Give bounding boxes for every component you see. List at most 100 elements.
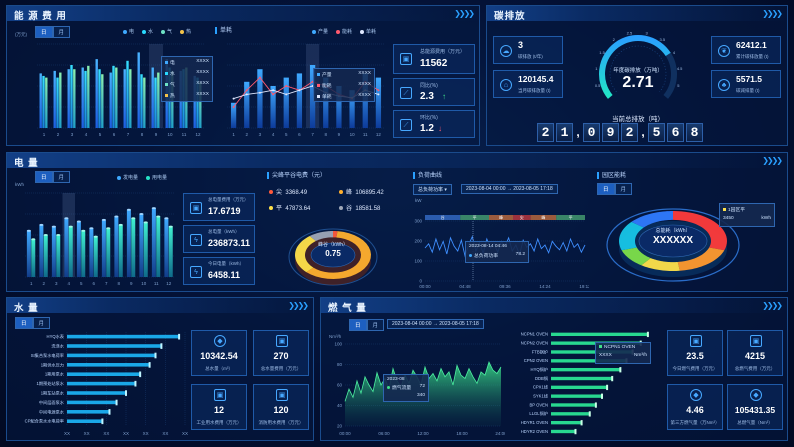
category-label: 1期供水压力 — [41, 361, 64, 368]
load-select[interactable]: 总负荷功率 ▾ — [413, 184, 452, 195]
x-tick-label: 5 — [80, 281, 83, 286]
power-bar-chart: 1 2 3 4 5 6 7 8 9 10 11 12 — [25, 192, 175, 286]
bar-cap — [89, 227, 94, 230]
hbar — [551, 420, 582, 425]
trend-icon: ⟋ — [400, 119, 412, 131]
bar-用电量 — [143, 222, 148, 277]
toggle-day[interactable]: 日 — [35, 26, 53, 38]
x-tick-label: 4 — [85, 132, 88, 137]
toggle-month[interactable]: 月 — [52, 26, 71, 38]
energy-toggle: 日 月 — [35, 26, 71, 38]
bar-用电量 — [106, 228, 111, 277]
bar-cap — [168, 225, 173, 228]
pv-slice — [295, 236, 316, 273]
bar-电 — [137, 52, 140, 128]
x-tick-label: XX — [103, 431, 109, 436]
carbon-panel: 碳排放 ❯❯❯❯ ☁ 3 碳排放 (t/年) ⌂ 120145.4 当月碳排放量… — [486, 5, 788, 146]
x-tick-label: 10 — [350, 132, 356, 137]
bolt-icon: ϟ — [190, 266, 202, 278]
bar-发电量 — [139, 214, 144, 277]
x-tick-label: 09:36 — [499, 284, 511, 289]
bar-气 — [199, 81, 202, 128]
tooltip-row: 产量 XXXX — [317, 71, 371, 78]
gas-date-range[interactable]: 2023-08-04 00:00 → 2023-08-05 17:18 — [387, 319, 484, 329]
arrows-icon: ❯❯❯❯ — [454, 9, 475, 18]
hbar-cap — [588, 411, 591, 417]
hbar-cap — [646, 331, 649, 338]
toggle-day[interactable]: 日 — [35, 171, 53, 183]
load-date-range[interactable]: 2023-08-04 00:00 → 2023-08-05 17:18 — [461, 184, 558, 194]
gas-tooltip: 2023-08 燃气流量 72 340 — [383, 374, 429, 402]
bar-发电量 — [151, 208, 156, 277]
bar-cap — [93, 235, 98, 238]
park-center-label: 总能耗（kWh） — [655, 228, 691, 234]
pv-item: 谷 18581.58 — [339, 203, 380, 212]
bar-用电量 — [81, 230, 86, 277]
point-能耗 — [232, 106, 235, 108]
power-today-card: ϟ 今日电量（kWh） 6458.11 — [183, 257, 255, 285]
bar-水 — [140, 74, 143, 128]
water-cost-card: ▣ 270 总水量费用（万元） — [253, 330, 309, 376]
toggle-month[interactable]: 月 — [32, 317, 51, 329]
y-tick-label: 80 — [337, 362, 343, 367]
arrows-icon: ❯❯❯❯ — [762, 156, 783, 165]
bar-产量 — [375, 77, 382, 128]
bar-产量 — [283, 77, 289, 128]
bar-cap — [101, 218, 106, 221]
wallet-icon: ▣ — [400, 53, 412, 65]
bar-cap — [106, 227, 111, 230]
hbar-cap — [606, 384, 609, 391]
wallet-icon: ▣ — [750, 335, 762, 347]
bar-气 — [157, 72, 160, 128]
band-label: 平 — [569, 216, 573, 220]
trend-up-icon: ↑ — [442, 92, 446, 101]
y-tick-label: 300 — [414, 219, 422, 224]
pv-item: 峰 106895.42 — [339, 187, 384, 196]
bar-用电量 — [31, 239, 36, 277]
bar-产量 — [309, 65, 316, 128]
toggle-month[interactable]: 月 — [614, 183, 633, 195]
gauge-value: 2.71 — [622, 74, 654, 91]
carbon-gauge: 0.5 1 1.5 2 2.5 3 3.5 4 4.5 5 — [595, 30, 683, 99]
bar-cap — [39, 223, 44, 226]
bar-气 — [129, 69, 132, 128]
bar-发电量 — [51, 226, 56, 277]
toggle-month[interactable]: 月 — [52, 171, 71, 183]
x-tick-label: 11 — [154, 281, 159, 286]
digit-cell: 9 — [602, 123, 619, 142]
hbar — [67, 419, 103, 423]
y-unit: kW — [415, 198, 422, 203]
hbar-cap — [148, 362, 151, 368]
park-slice — [631, 211, 673, 228]
unit-sub-title: 单耗 — [215, 25, 232, 34]
toggle-month[interactable]: 月 — [366, 319, 385, 331]
legend-item: 气 — [161, 28, 172, 35]
x-tick-label: 12 — [166, 281, 172, 286]
x-tick-label: 19:12 — [579, 284, 589, 289]
gas-total-cost-card: ▣ 4215 总燃气费用（万元） — [727, 330, 783, 376]
bar-cap — [68, 225, 73, 228]
toggle-day[interactable]: 日 — [349, 319, 367, 331]
band-label: 尖 — [520, 215, 524, 220]
toggle-day[interactable]: 日 — [15, 317, 33, 329]
park-slice — [641, 258, 680, 271]
donut-value: 0.75 — [325, 249, 341, 258]
drop-icon: ◆ — [690, 389, 702, 401]
toggle-day[interactable]: 日 — [597, 183, 615, 195]
panel-header: 能 源 费 用 ❯❯❯❯ — [7, 6, 479, 22]
third-party-gas-card: ◆ 4.46 第三方燃气量（万Nm³） — [667, 384, 723, 430]
bar-用电量 — [131, 218, 136, 277]
power-total-card: ϟ 总电量（kWh） 236873.11 — [183, 225, 255, 253]
bar-水 — [56, 77, 59, 128]
hbar-cap — [601, 393, 603, 399]
bar-电 — [67, 69, 70, 128]
bar-产量 — [244, 81, 250, 128]
hbar-cap — [134, 380, 137, 387]
panel-title: 电 量 — [14, 158, 39, 169]
hbar — [551, 412, 590, 416]
hbar — [67, 400, 117, 405]
hbar — [67, 363, 150, 367]
bar-电 — [39, 73, 42, 128]
